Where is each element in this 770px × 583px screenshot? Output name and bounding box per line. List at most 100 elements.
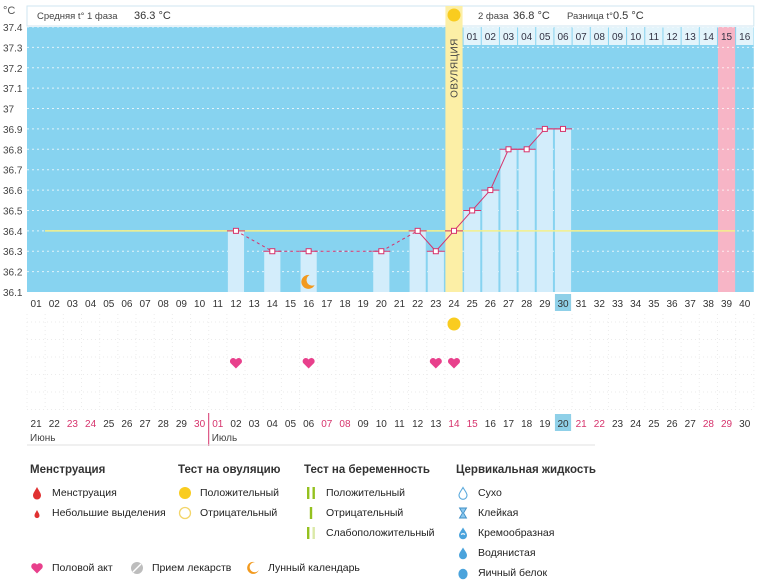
cycle-day-label: 13	[249, 299, 261, 310]
heart-icon	[30, 561, 44, 575]
legend-item-preg-faint: Слабоположительный	[304, 523, 435, 543]
date-label: 15	[467, 419, 479, 430]
cycle-day-label: 02	[49, 299, 61, 310]
legend-item-intercourse: Половой акт	[30, 558, 130, 578]
cycle-day-label: 28	[521, 299, 533, 310]
date-label: 06	[303, 419, 315, 430]
cycle-day-label: 26	[485, 299, 497, 310]
dpo-cell	[681, 27, 699, 45]
cycle-day-label: 08	[158, 299, 170, 310]
date-label: 09	[358, 419, 370, 430]
temp-point	[523, 146, 530, 153]
date-label: 13	[430, 419, 442, 430]
moon-icon	[246, 561, 260, 575]
date-label: 26	[121, 419, 133, 430]
cycle-day-label: 20	[376, 299, 388, 310]
legend-item-spotting: Небольшие выделения	[30, 503, 166, 523]
legend-pregnancy-title: Тест на беременность	[304, 464, 430, 476]
heart-icon	[447, 357, 460, 369]
legend-item-egg-white: Яичный белок	[456, 563, 596, 583]
cycle-day-label: 09	[176, 299, 188, 310]
date-label: 24	[630, 419, 642, 430]
y-tick-label: 36.2	[3, 268, 23, 279]
yellow-circle-icon	[178, 486, 192, 500]
dpo-label: 14	[703, 32, 715, 43]
cycle-day-label: 37	[685, 299, 697, 310]
cycle-day-label: 04	[85, 299, 97, 310]
cycle-day-label: 14	[267, 299, 279, 310]
date-label: 08	[339, 419, 351, 430]
dpo-label: 09	[612, 32, 624, 43]
ovulation-column	[445, 6, 463, 292]
temp-bar	[409, 230, 426, 292]
temp-point	[541, 125, 548, 132]
legend-label: Менструация	[52, 487, 117, 499]
date-label: 17	[503, 419, 515, 430]
legend-label: Слабоположительный	[326, 527, 435, 539]
dpo-label: 12	[666, 32, 678, 43]
date-label: 21	[31, 419, 43, 430]
y-tick-label: 36.1	[3, 288, 23, 299]
dpo-cell	[481, 27, 499, 45]
sticky-icon	[456, 506, 470, 520]
date-label: 14	[448, 419, 460, 430]
date-label: 19	[539, 419, 551, 430]
faint-lines-icon	[304, 526, 318, 540]
y-tick-label: 36.8	[3, 145, 23, 156]
dpo-cell	[736, 27, 754, 45]
diff-label: Разница t°	[567, 11, 613, 22]
cycle-day-label: 10	[194, 299, 206, 310]
dpo-cell	[572, 27, 590, 45]
date-label: 03	[249, 419, 261, 430]
legend-item-preg-negative: Отрицательный	[304, 503, 435, 523]
temp-point	[269, 248, 276, 255]
unit-label: °C	[3, 5, 15, 17]
temp-point	[505, 146, 512, 153]
small-drop-icon	[30, 506, 44, 520]
legend-ovulation-title: Тест на овуляцию	[178, 464, 281, 476]
dpo-label: 08	[594, 32, 606, 43]
y-tick-label: 36.9	[3, 125, 23, 136]
temp-bar	[373, 251, 390, 292]
temp-point	[232, 227, 239, 234]
temp-point	[432, 248, 439, 255]
date-label: 04	[267, 419, 279, 430]
watery-icon	[456, 546, 470, 560]
y-tick-label: 37.4	[3, 23, 23, 34]
cycle-day-label: 32	[594, 299, 606, 310]
phase2-value: 36.8 °C	[513, 10, 550, 22]
dpo-cell	[590, 27, 608, 45]
cycle-day-label: 23	[430, 299, 442, 310]
temp-line-segment	[453, 210, 473, 232]
date-label: 28	[158, 419, 170, 430]
dpo-cell	[518, 27, 536, 45]
date-label: 22	[49, 419, 61, 430]
phase1-value: 36.3 °C	[134, 10, 171, 22]
date-label: 28	[703, 419, 715, 430]
cycle-day-label: 30	[557, 299, 569, 310]
temp-bar	[264, 251, 281, 292]
pill-icon	[130, 561, 144, 575]
blood-drop-icon	[30, 486, 44, 500]
date-label: 29	[721, 419, 733, 430]
y-tick-label: 36.6	[3, 186, 23, 197]
dry-icon	[456, 486, 470, 500]
cycle-day-label: 11	[213, 299, 224, 310]
temp-bar	[554, 128, 572, 292]
cycle-day-label: 36	[666, 299, 678, 310]
legend-label: Лунный календарь	[268, 562, 360, 574]
two-lines-icon	[304, 486, 318, 500]
legend-pregnancy-test: Тест на беременность Положительный Отриц…	[304, 464, 435, 543]
cycle-day-label: 07	[140, 299, 152, 310]
legend-label: Клейкая	[478, 507, 519, 519]
today-highlight	[554, 294, 572, 311]
temp-line-segment	[489, 149, 509, 191]
heart-icon	[229, 357, 242, 369]
diff-value: 0.5 °C	[613, 10, 644, 22]
temp-point	[560, 125, 567, 132]
date-label: 29	[176, 419, 188, 430]
temp-point	[487, 187, 494, 194]
dpo-cell	[499, 27, 518, 45]
date-label: 11	[394, 419, 405, 430]
date-label: 27	[685, 419, 697, 430]
